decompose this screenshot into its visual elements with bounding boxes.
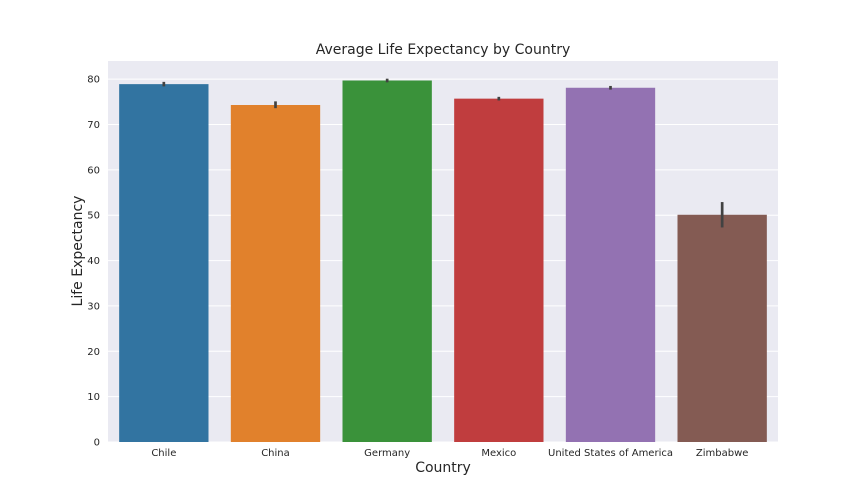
chart-title: Average Life Expectancy by Country [316, 42, 571, 58]
bar-chile [119, 84, 209, 442]
x-tick-label: United States of America [548, 448, 673, 459]
y-tick-labels: 0 10 20 30 40 50 60 70 80 [87, 75, 100, 449]
error-bars [162, 78, 724, 228]
y-tick-label: 50 [87, 211, 100, 222]
y-tick-label: 60 [87, 165, 100, 176]
y-tick-label: 20 [87, 347, 100, 358]
bar-germany [342, 80, 432, 442]
bars [119, 80, 767, 443]
y-tick-label: 40 [87, 256, 100, 267]
y-tick-label: 80 [87, 75, 100, 86]
y-tick-label: 30 [87, 301, 100, 312]
bar-zimbabwe [677, 214, 767, 442]
y-tick-label: 70 [87, 120, 100, 131]
y-tick-label: 10 [87, 392, 100, 403]
x-tick-label: Germany [364, 448, 410, 459]
bar-mexico [454, 98, 544, 443]
y-axis-label: Life Expectancy [70, 196, 86, 307]
x-tick-label: China [261, 448, 290, 459]
x-tick-label: Mexico [481, 448, 516, 459]
x-tick-labels: Chile China Germany Mexico United States of … [151, 448, 748, 459]
bar-united-states-of-america [565, 87, 656, 442]
x-axis-label: Country [415, 460, 471, 476]
y-tick-label: 0 [94, 438, 100, 449]
bar-china [230, 104, 321, 442]
x-tick-label: Zimbabwe [696, 448, 749, 459]
x-tick-label: Chile [151, 448, 176, 459]
grid-lines [108, 78, 778, 443]
